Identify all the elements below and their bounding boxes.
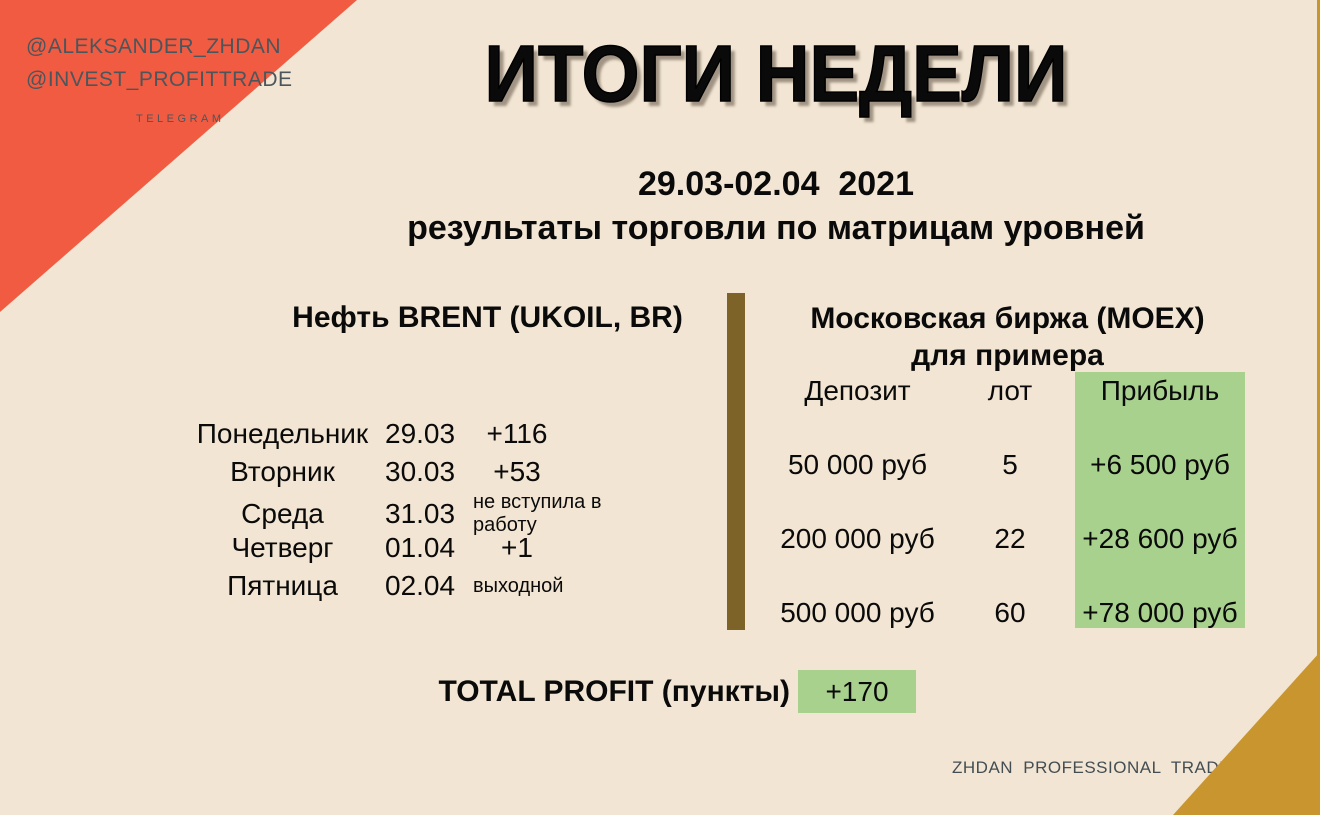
gold-corner-ribbon xyxy=(1173,652,1320,815)
deposit-cell: 500 000 руб xyxy=(780,597,935,628)
profit-column-highlight xyxy=(1075,372,1245,628)
day-cell: Понедельник xyxy=(196,418,369,449)
page-title: ИТОГИ НЕДЕЛИ xyxy=(484,29,1068,118)
table-row-monday: Понедельник 29.03 +116 xyxy=(190,415,670,453)
moex-row-1: 50 000 руб 5 +6 500 руб xyxy=(770,428,1245,502)
date-cell: 31.03 xyxy=(385,498,456,529)
trader-credit: ZHDAN PROFESSIONAL TRADER xyxy=(952,758,1244,777)
brent-section-title: Нефть BRENT (UKOIL, BR) xyxy=(292,301,683,334)
result-value: +116 xyxy=(486,418,548,449)
deposit-cell: 50 000 руб xyxy=(787,449,928,480)
result-cell: +1 xyxy=(460,532,670,564)
deposit-header: Депозит xyxy=(804,375,911,406)
profit-cell: +6 500 руб xyxy=(1090,449,1230,480)
right-edge-accent xyxy=(1317,0,1320,815)
lot-cell: 60 xyxy=(994,597,1026,628)
result-cell: выходной xyxy=(473,574,564,597)
profit-header: Прибыль xyxy=(1100,375,1220,406)
subtitle-line2: результаты торговли по матрицам уровней xyxy=(407,209,1145,247)
result-cell: +116 xyxy=(460,418,670,450)
total-profit-value-box: +170 xyxy=(798,670,916,713)
table-row-tuesday: Вторник 30.03 +53 xyxy=(190,453,670,491)
moex-header-row: Депозит лот Прибыль xyxy=(770,372,1245,410)
moex-title-line2: для примера xyxy=(911,339,1104,372)
handle-invest-profittrade: @INVEST_PROFITTRADE xyxy=(26,68,293,91)
lot-cell: 22 xyxy=(994,523,1026,554)
date-cell: 01.04 xyxy=(385,532,456,563)
deposit-cell: 200 000 руб xyxy=(780,523,935,554)
profit-cell: +28 600 руб xyxy=(1082,523,1238,554)
handle-aleksander-zhdan: @ALEKSANDER_ZHDAN xyxy=(26,35,282,58)
result-value: +53 xyxy=(493,456,541,487)
subtitle: 29.03-02.04 2021 результаты торговли по … xyxy=(232,162,1320,250)
day-cell: Пятница xyxy=(227,570,338,601)
moex-table: Депозит лот Прибыль 50 000 руб 5 +6 500 … xyxy=(770,372,1245,650)
lot-cell: 5 xyxy=(1002,449,1018,480)
brent-table: Понедельник 29.03 +116 Вторник 30.03 +53… xyxy=(190,415,670,605)
moex-section-title: Московская биржа (MOEX) для примера xyxy=(770,300,1245,374)
section-divider xyxy=(727,293,745,630)
moex-row-2: 200 000 руб 22 +28 600 руб xyxy=(770,502,1245,576)
table-row-friday: Пятница 02.04 выходной xyxy=(190,567,670,605)
platform-label: TELEGRAM xyxy=(136,113,225,125)
date-cell: 02.04 xyxy=(385,570,456,601)
result-cell: не вступила в работу xyxy=(473,491,602,536)
moex-title-line1: Московская биржа (MOEX) xyxy=(810,302,1205,335)
total-profit-value: +170 xyxy=(825,675,889,707)
day-cell: Четверг xyxy=(231,532,334,563)
telegram-handles: @ALEKSANDER_ZHDAN @INVEST_PROFITTRADE TE… xyxy=(26,30,293,126)
total-profit-row: TOTAL PROFIT (пункты) +170 xyxy=(400,670,916,713)
result-cell: +53 xyxy=(460,456,670,488)
profit-cell: +78 000 руб xyxy=(1082,597,1238,628)
lot-header: лот xyxy=(987,375,1033,406)
date-cell: 29.03 xyxy=(385,418,456,449)
total-profit-label: TOTAL PROFIT (пункты) xyxy=(438,674,790,708)
result-value: +1 xyxy=(501,532,533,563)
moex-row-3: 500 000 руб 60 +78 000 руб xyxy=(770,576,1245,650)
table-row-thursday: Четверг 01.04 +1 xyxy=(190,529,670,567)
date-range: 29.03-02.04 2021 xyxy=(637,165,915,203)
date-cell: 30.03 xyxy=(385,456,456,487)
day-cell: Среда xyxy=(241,498,324,529)
day-cell: Вторник xyxy=(230,456,335,487)
spacer-row xyxy=(770,410,1245,428)
table-row-wednesday: Среда 31.03 не вступила в работу xyxy=(190,491,670,536)
